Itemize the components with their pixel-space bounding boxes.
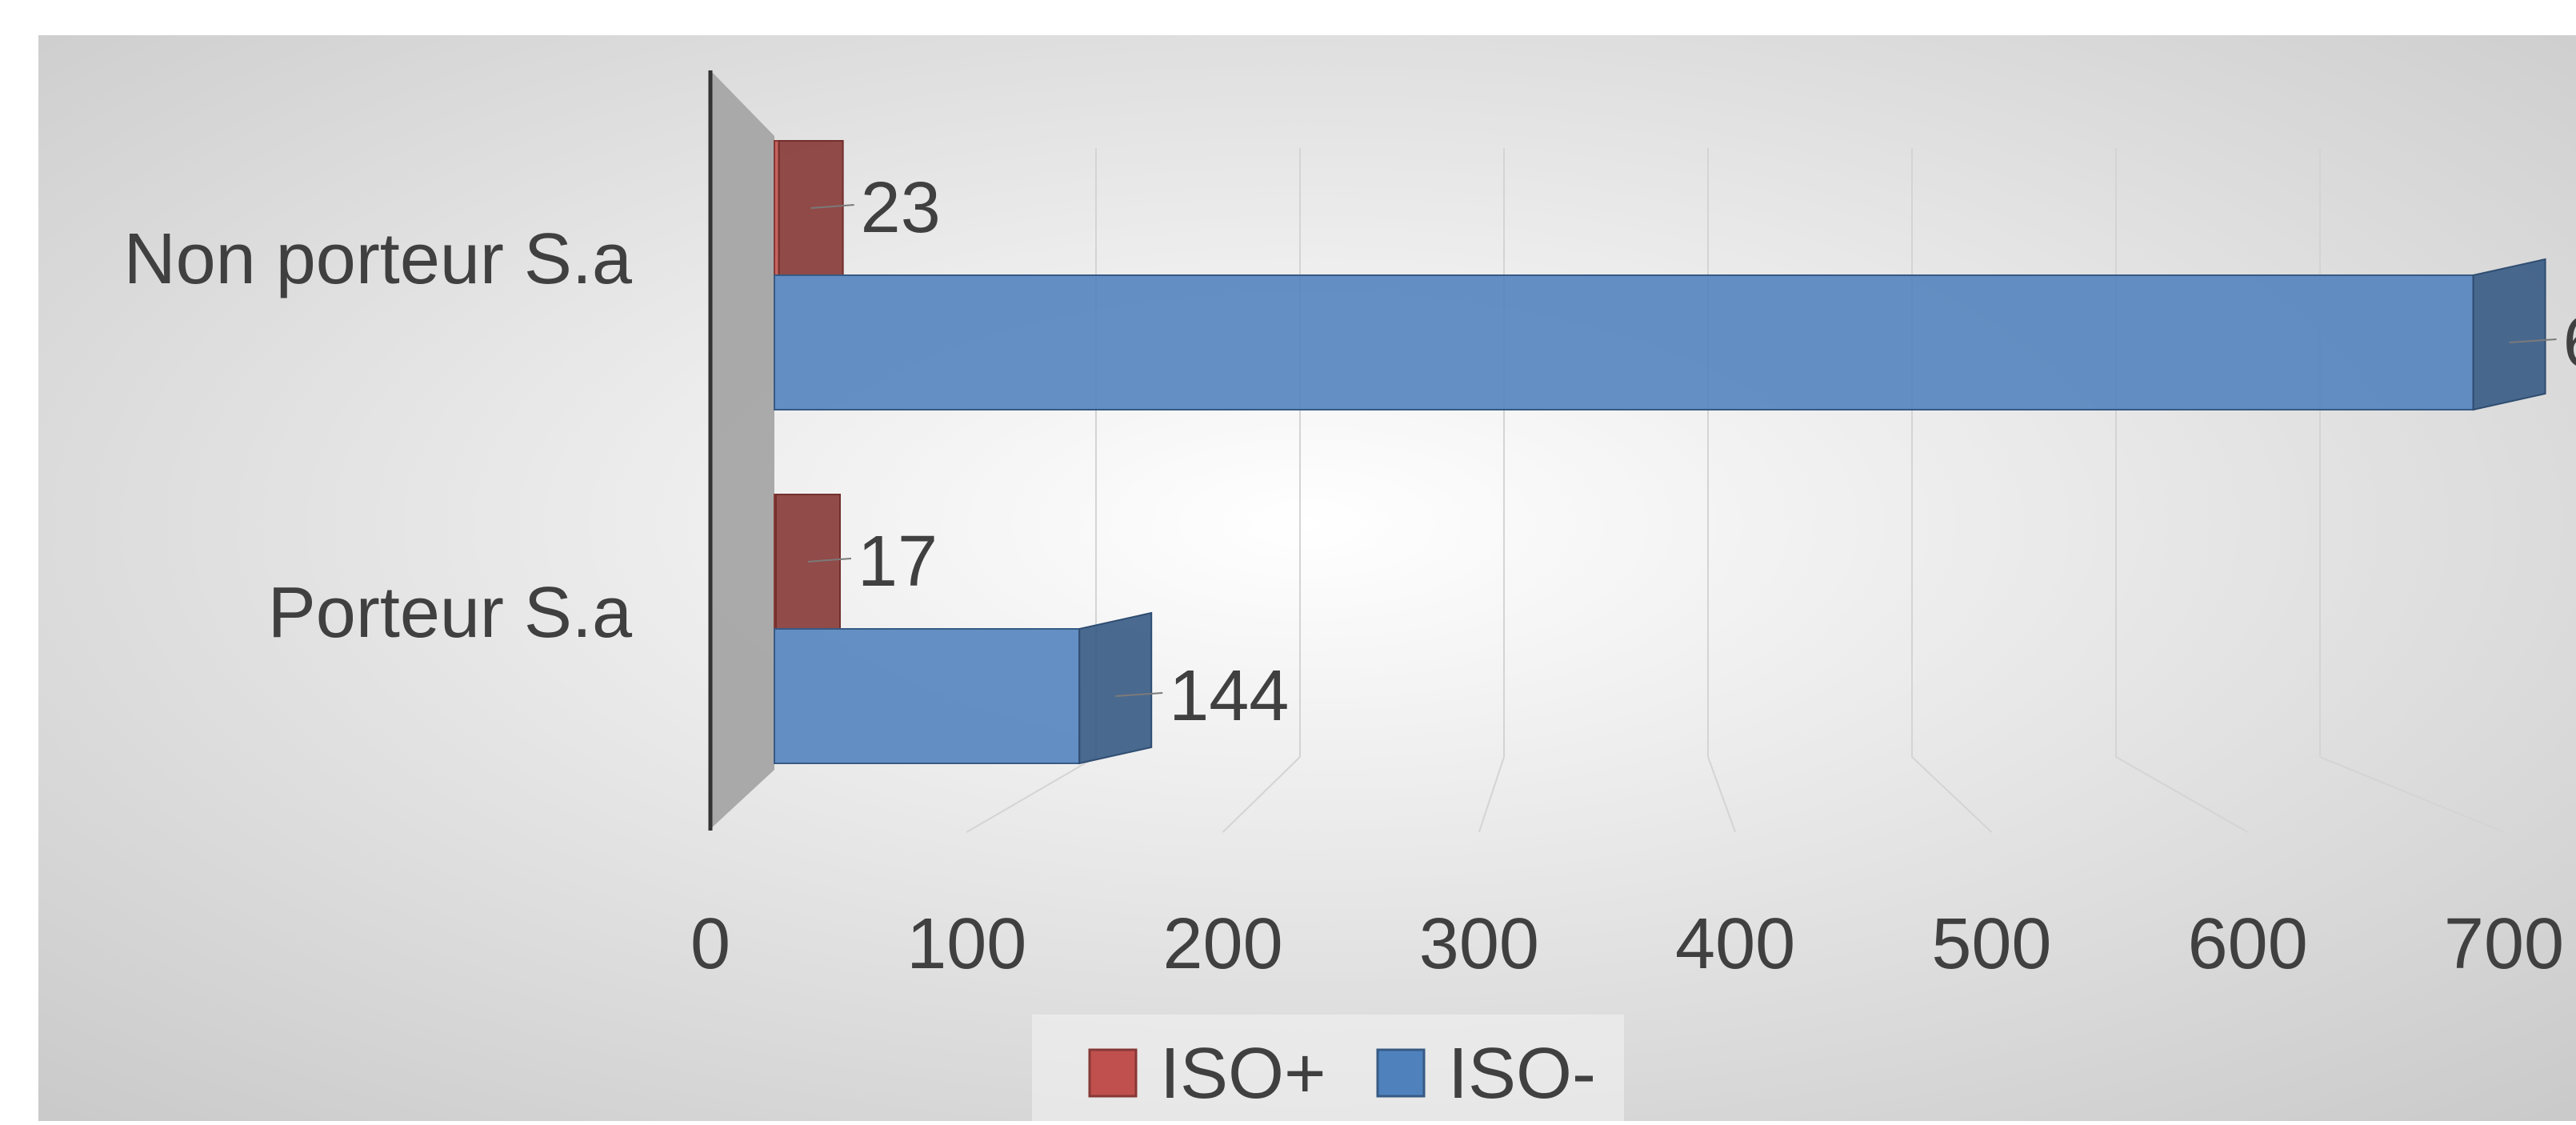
x-tick-label-400: 400 xyxy=(1675,904,1795,984)
bar-front-isominus-porteur-s-a xyxy=(774,628,1081,764)
category-label-porteur-s-a: Porteur S.a xyxy=(268,573,633,653)
x-tick-label-600: 600 xyxy=(2188,904,2308,984)
floor-gridline-500 xyxy=(1911,756,1993,833)
x-tick-label-200: 200 xyxy=(1162,904,1282,984)
bar-isominus-porteur-s-a xyxy=(774,611,1153,765)
gridlines xyxy=(966,148,2505,833)
bar-isominus-non-porteur-s-a xyxy=(774,258,2546,411)
floor-gridline-700 xyxy=(2319,756,2505,833)
side-wall xyxy=(710,70,774,829)
bar-side-isominus-non-porteur-s-a xyxy=(2472,258,2546,411)
floor-gridline-200 xyxy=(1222,756,1301,833)
bar-side-isominus-porteur-s-a xyxy=(1078,611,1153,765)
floor-gridline-400 xyxy=(1707,756,1737,833)
x-tick-label-500: 500 xyxy=(1931,904,2051,984)
x-tick-label-0: 0 xyxy=(690,904,730,984)
data-label-leader-isoplus-non-porteur-s-a xyxy=(810,204,854,209)
bar-front-isominus-non-porteur-s-a xyxy=(774,274,2474,410)
bars xyxy=(774,140,2546,765)
bar-isoplus-porteur-s-a xyxy=(774,494,841,630)
legend-swatch-isoplus xyxy=(1088,1048,1138,1098)
data-label-leader-isominus-porteur-s-a xyxy=(1115,692,1163,697)
floor-gridline-300 xyxy=(1478,756,1505,833)
data-label-isoplus-porteur-s-a: 17 xyxy=(858,522,938,602)
floor-gridline-600 xyxy=(2115,756,2249,833)
chart-background xyxy=(38,35,2576,1121)
data-labels: 23 688 17 144 xyxy=(807,168,2576,736)
legend-swatch-isominus xyxy=(1376,1048,1426,1098)
legend-label-isoplus: ISO+ xyxy=(1160,1034,1326,1114)
axes: Non porteur S.a Porteur S.a 0 100 200 300 400 5… xyxy=(124,219,2564,984)
back-wall xyxy=(708,70,774,831)
data-label-isominus-non-porteur-s-a: 688 xyxy=(2563,302,2576,382)
x-tick-label-100: 100 xyxy=(906,904,1026,984)
bar-isoplus-non-porteur-s-a xyxy=(774,140,844,276)
x-tick-label-700: 700 xyxy=(2444,904,2564,984)
x-tick-label-300: 300 xyxy=(1419,904,1539,984)
data-label-isoplus-non-porteur-s-a: 23 xyxy=(861,168,941,248)
category-label-non-porteur-s-a: Non porteur S.a xyxy=(124,219,633,299)
floor-gridline-100 xyxy=(966,756,1097,833)
data-label-isominus-porteur-s-a: 144 xyxy=(1169,656,1289,736)
legend-label-isominus: ISO- xyxy=(1448,1034,1596,1114)
data-label-leader-isominus-non-porteur-s-a xyxy=(2509,338,2557,343)
data-label-leader-isoplus-porteur-s-a xyxy=(807,558,852,562)
legend: ISO+ ISO- xyxy=(1032,1015,1624,1121)
